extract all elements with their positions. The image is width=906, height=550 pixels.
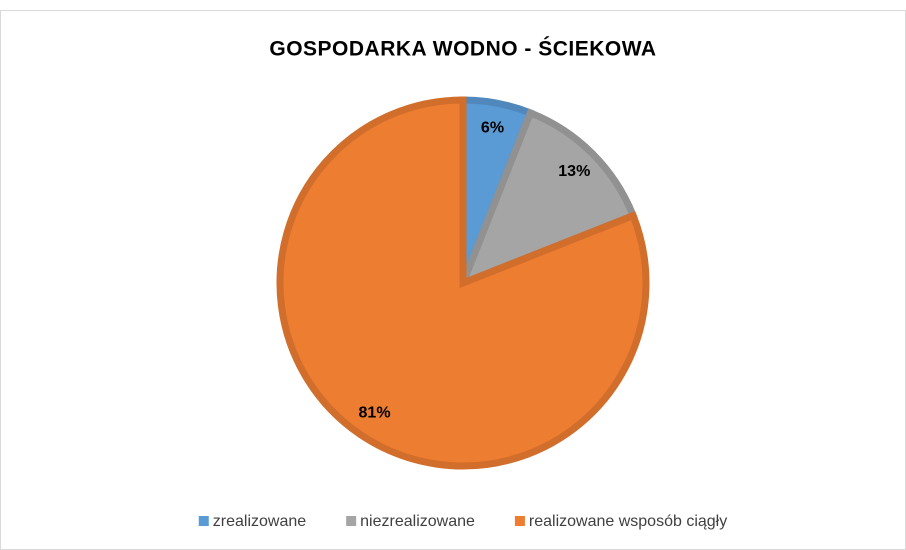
data-label: 81% xyxy=(359,404,391,421)
data-label: 6% xyxy=(481,120,504,137)
data-label: 13% xyxy=(558,163,590,180)
chart-title: GOSPODARKA WODNO - ŚCIEKOWA xyxy=(269,37,656,61)
legend-label: niezrealizowane xyxy=(360,513,475,530)
pie-slice xyxy=(276,96,650,470)
legend-label: realizowane wsposób ciągły xyxy=(529,513,727,530)
legend-swatch xyxy=(346,516,357,526)
legend-swatch xyxy=(514,516,525,526)
legend-label: zrealizowane xyxy=(213,513,306,530)
legend-swatch xyxy=(198,516,209,526)
pie-slice xyxy=(456,108,638,290)
